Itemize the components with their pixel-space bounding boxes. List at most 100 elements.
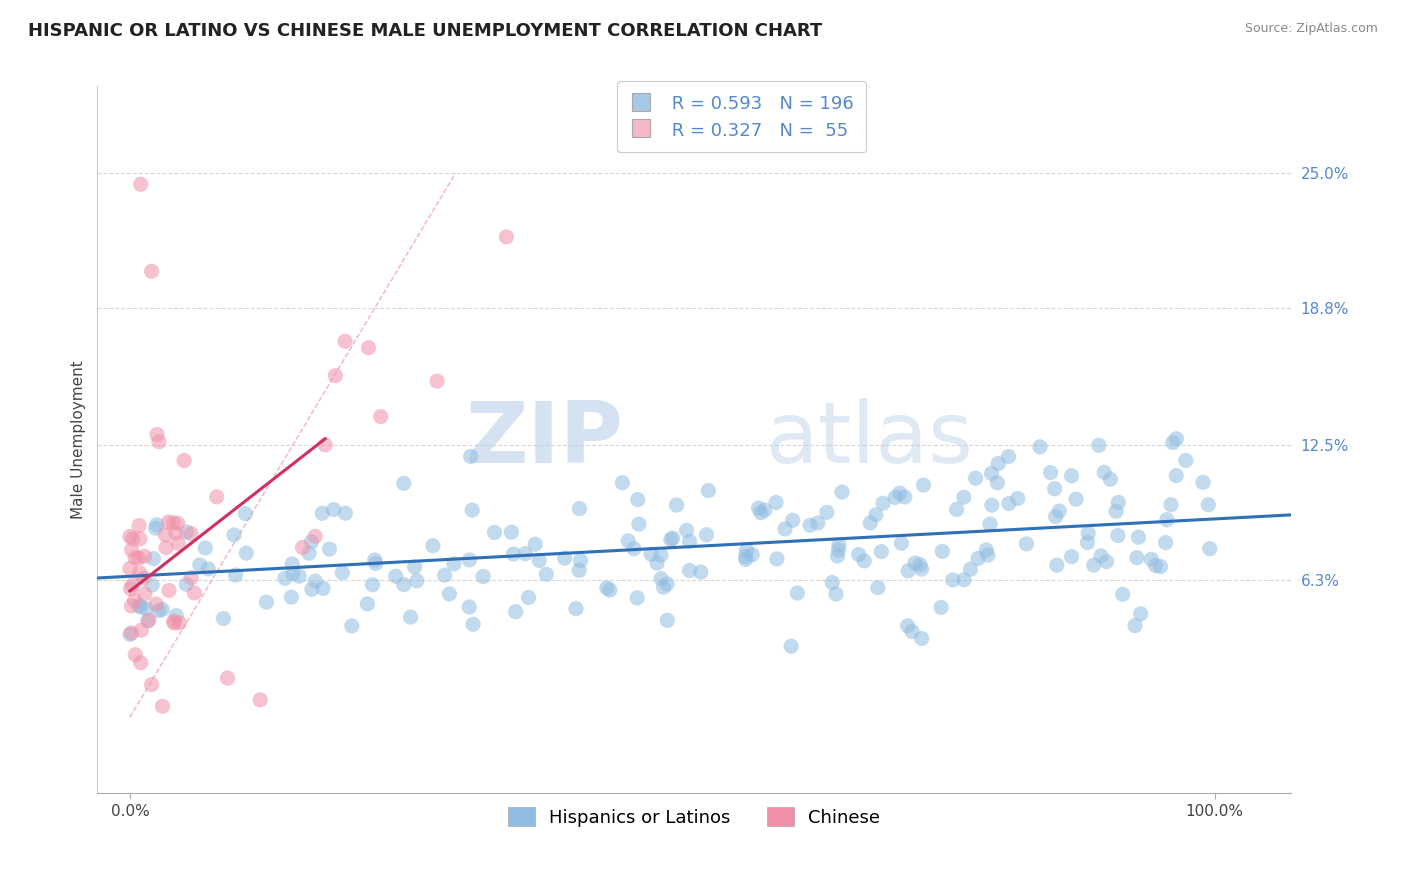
Point bbox=[1060, 468, 1083, 483]
Point bbox=[225, 568, 247, 582]
Point bbox=[399, 610, 422, 624]
Point bbox=[333, 334, 356, 349]
Point bbox=[1111, 587, 1133, 601]
Point bbox=[180, 526, 202, 541]
Point bbox=[146, 427, 169, 442]
Point bbox=[301, 534, 323, 549]
Point bbox=[942, 573, 965, 587]
Point bbox=[748, 501, 770, 516]
Point bbox=[183, 586, 205, 600]
Point bbox=[986, 475, 1008, 490]
Point bbox=[652, 580, 675, 594]
Point bbox=[163, 616, 186, 631]
Point bbox=[291, 541, 314, 555]
Point bbox=[931, 544, 953, 558]
Point bbox=[148, 604, 170, 618]
Point bbox=[1161, 435, 1184, 450]
Point bbox=[807, 516, 830, 530]
Point bbox=[304, 529, 326, 543]
Point bbox=[766, 552, 789, 566]
Point bbox=[165, 608, 187, 623]
Point bbox=[627, 492, 650, 507]
Point bbox=[145, 521, 167, 535]
Point bbox=[1107, 495, 1129, 509]
Point bbox=[529, 553, 551, 567]
Point bbox=[1095, 555, 1118, 569]
Point bbox=[458, 599, 481, 614]
Text: ZIP: ZIP bbox=[465, 399, 623, 482]
Point bbox=[645, 556, 668, 570]
Point bbox=[1077, 526, 1099, 541]
Point bbox=[128, 599, 150, 613]
Point bbox=[166, 516, 188, 531]
Point bbox=[162, 516, 184, 530]
Point bbox=[163, 615, 186, 629]
Point bbox=[501, 525, 523, 540]
Point bbox=[335, 506, 357, 520]
Point bbox=[167, 536, 190, 550]
Point bbox=[901, 624, 924, 639]
Point bbox=[853, 554, 876, 568]
Point bbox=[217, 671, 239, 685]
Point bbox=[515, 547, 537, 561]
Point bbox=[461, 503, 484, 517]
Point bbox=[1197, 498, 1219, 512]
Point bbox=[281, 566, 304, 581]
Point bbox=[974, 543, 997, 558]
Point bbox=[288, 569, 311, 583]
Point bbox=[314, 438, 336, 452]
Point bbox=[1154, 535, 1177, 549]
Point bbox=[980, 498, 1002, 512]
Point bbox=[128, 566, 150, 580]
Point bbox=[129, 656, 152, 670]
Point bbox=[128, 532, 150, 546]
Point bbox=[1060, 549, 1083, 564]
Point bbox=[176, 524, 198, 539]
Point bbox=[128, 551, 150, 566]
Point bbox=[821, 575, 844, 590]
Point bbox=[1007, 491, 1029, 506]
Point bbox=[650, 572, 672, 586]
Point bbox=[120, 599, 142, 613]
Point bbox=[1099, 472, 1122, 486]
Text: atlas: atlas bbox=[766, 399, 973, 482]
Point bbox=[773, 522, 796, 536]
Point bbox=[249, 693, 271, 707]
Point bbox=[735, 543, 758, 558]
Point bbox=[908, 558, 931, 572]
Point bbox=[897, 619, 920, 633]
Point bbox=[121, 532, 143, 546]
Point bbox=[640, 547, 662, 561]
Point bbox=[357, 341, 380, 355]
Point bbox=[569, 553, 592, 567]
Point bbox=[612, 475, 634, 490]
Point bbox=[1156, 513, 1178, 527]
Point bbox=[426, 374, 449, 388]
Point bbox=[953, 490, 976, 504]
Point bbox=[689, 565, 711, 579]
Point bbox=[799, 518, 821, 533]
Point bbox=[167, 615, 190, 630]
Point bbox=[678, 534, 700, 549]
Point bbox=[128, 518, 150, 533]
Point bbox=[825, 587, 848, 601]
Point bbox=[174, 577, 197, 591]
Point bbox=[967, 551, 990, 566]
Point bbox=[697, 483, 720, 498]
Point bbox=[132, 571, 155, 585]
Point bbox=[1198, 541, 1220, 556]
Point bbox=[929, 600, 952, 615]
Point bbox=[124, 648, 146, 662]
Point bbox=[831, 485, 853, 500]
Point bbox=[884, 491, 907, 505]
Point bbox=[281, 557, 304, 571]
Point bbox=[1126, 550, 1149, 565]
Point bbox=[912, 478, 935, 492]
Point bbox=[617, 533, 640, 548]
Point bbox=[765, 495, 787, 509]
Point bbox=[405, 574, 427, 588]
Point bbox=[370, 409, 392, 424]
Point bbox=[148, 434, 170, 449]
Point bbox=[254, 595, 277, 609]
Point bbox=[1128, 530, 1150, 544]
